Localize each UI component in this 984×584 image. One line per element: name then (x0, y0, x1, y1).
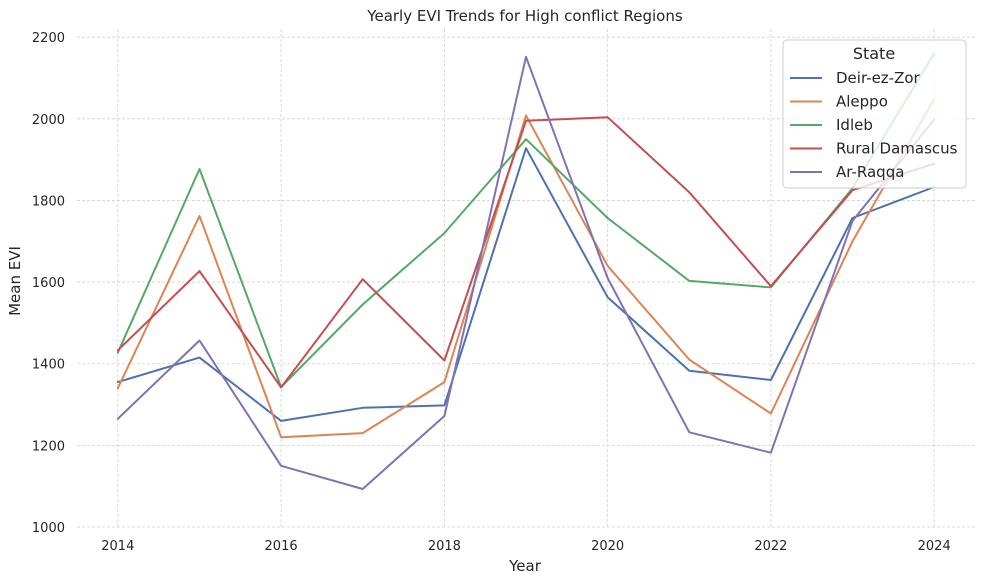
x-tick-label: 2022 (754, 539, 787, 554)
series-line-deir-ez-zor (116, 147, 936, 422)
series-lines (116, 52, 936, 490)
x-tick-label: 2018 (428, 539, 461, 554)
legend-entry: Rural Damascus (790, 140, 958, 158)
legend-label: Idleb (836, 116, 873, 134)
legend-label: Aleppo (836, 93, 888, 111)
y-tick-label: 2000 (32, 113, 65, 128)
x-tick-label: 2020 (591, 539, 624, 554)
grid (77, 29, 975, 528)
legend: State Deir-ez-Zor Aleppo Idleb Rural Damasc… (782, 39, 967, 189)
legend-entry: Deir-ez-Zor (790, 69, 921, 87)
series-line-ar-raqqa (116, 55, 936, 490)
x-axis-label: Year (508, 557, 542, 575)
legend-label: Deir-ez-Zor (836, 69, 921, 87)
series-line-aleppo (116, 98, 936, 439)
y-tick-label: 1200 (32, 439, 65, 454)
legend-box (782, 39, 967, 189)
tick-labels: 2014 2016 2018 2020 2022 2024 1000 1200 1400 1600… (32, 31, 951, 554)
legend-entry: Idleb (790, 116, 873, 134)
chart-title: Yearly EVI Trends for High conflict Regi… (366, 7, 683, 25)
legend-label: Rural Damascus (836, 140, 958, 158)
x-tick-label: 2014 (101, 539, 134, 554)
legend-entry: Aleppo (790, 93, 888, 111)
y-tick-label: 1600 (32, 276, 65, 291)
y-tick-label: 1800 (32, 194, 65, 209)
legend-title: State (853, 44, 895, 63)
y-tick-label: 2200 (32, 31, 65, 46)
legend-label: Ar-Raqqa (836, 163, 904, 181)
legend-entry: Ar-Raqqa (790, 163, 904, 181)
y-tick-label: 1000 (32, 521, 65, 536)
y-tick-label: 1400 (32, 358, 65, 373)
y-axis-label: Mean EVI (6, 246, 24, 316)
x-tick-label: 2024 (918, 539, 951, 554)
x-tick-label: 2016 (265, 539, 298, 554)
series-line-rural-damascus (116, 116, 936, 389)
legend-items: Deir-ez-Zor Aleppo Idleb Rural Damascus Ar-R… (790, 69, 958, 181)
